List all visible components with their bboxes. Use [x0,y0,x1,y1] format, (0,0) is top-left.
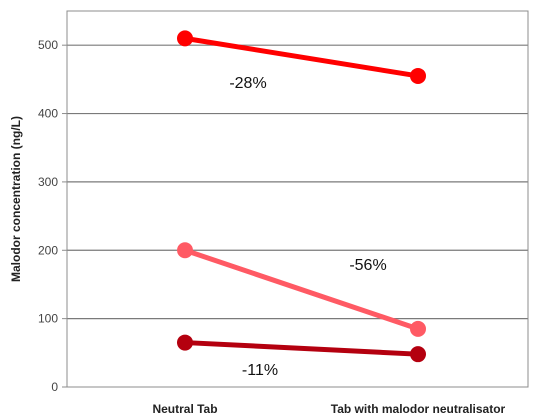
y-tick-label: 300 [38,175,58,189]
change-annotation: -56% [349,257,386,274]
x-category-label: Tab with malodor neutralisator [331,402,506,416]
data-point [177,334,193,351]
data-point [177,30,193,47]
data-point [410,346,426,363]
gridlines [67,44,528,320]
series-line [182,247,421,332]
y-tick-label: 400 [38,107,58,121]
data-point [177,242,193,259]
y-tick-label: 200 [38,243,58,257]
x-axis-category-labels: Neutral Tab Tab with malodor neutralisato… [152,402,505,416]
change-annotation: -28% [229,75,266,92]
change-annotations: -28% -56% -11% [229,75,386,379]
plot-area-frame [66,10,529,388]
data-point [410,67,426,84]
y-axis-label: Malodor concentration (ng/L) [9,116,23,282]
data-point [410,320,426,337]
y-tick-label: 0 [51,380,58,394]
y-tick-label: 500 [38,38,58,52]
y-tick-label: 100 [38,312,58,326]
series-line [182,340,421,357]
series-line [182,35,421,79]
y-axis-tick-labels: 0 100 200 300 400 500 [38,38,67,394]
x-category-label: Neutral Tab [152,402,217,416]
series-lines [177,30,426,363]
change-annotation: -11% [242,362,278,379]
